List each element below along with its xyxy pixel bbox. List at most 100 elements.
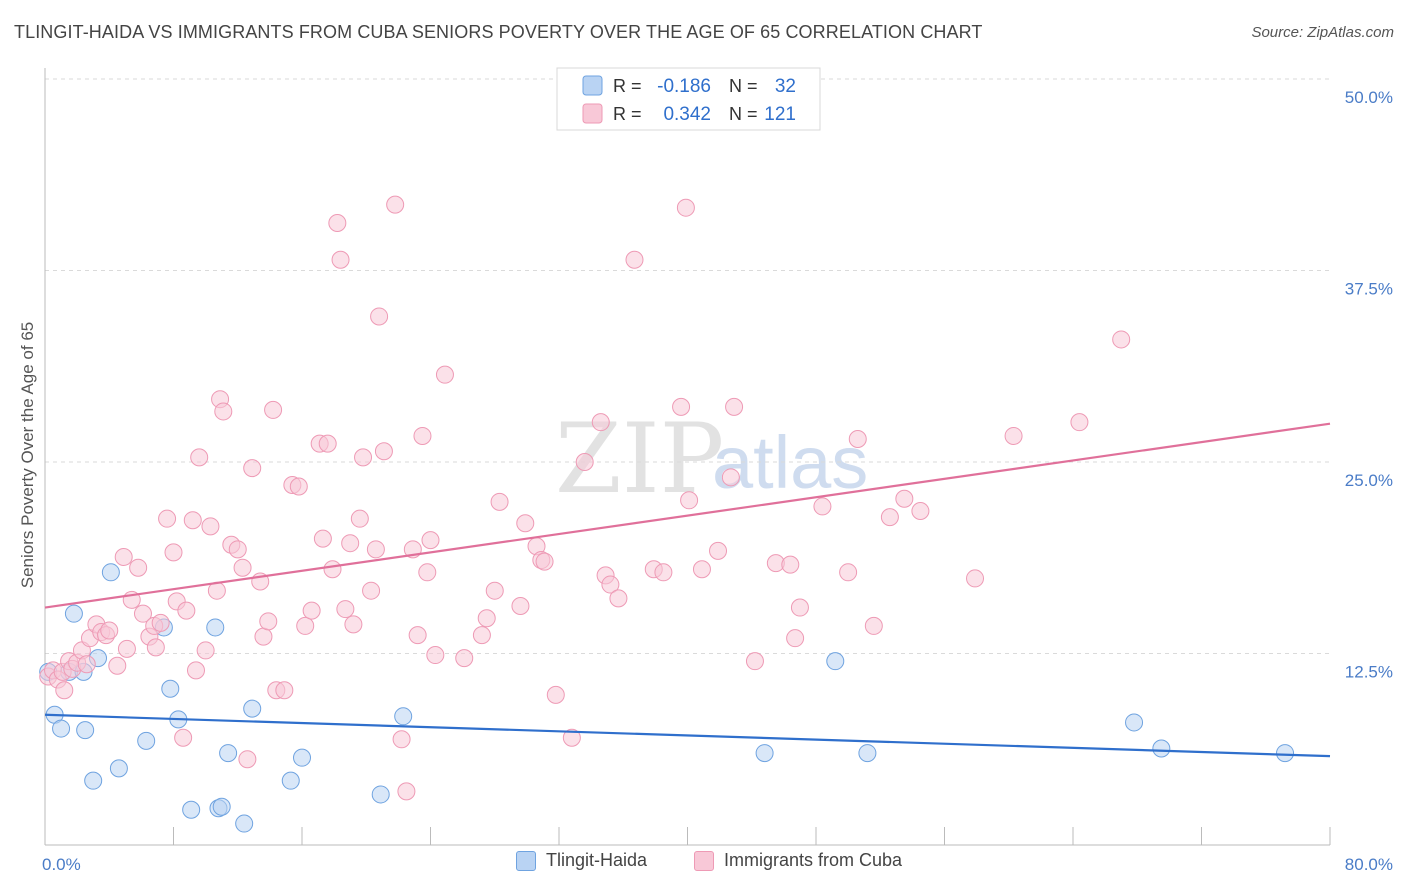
point-tlingit-haida bbox=[755, 744, 774, 763]
point-immigrants-from-cuba bbox=[609, 589, 628, 608]
point-immigrants-from-cuba bbox=[895, 489, 914, 508]
point-immigrants-from-cuba bbox=[654, 563, 673, 582]
point-immigrants-from-cuba bbox=[313, 529, 332, 548]
point-immigrants-from-cuba bbox=[259, 612, 278, 631]
point-immigrants-from-cuba bbox=[264, 400, 283, 419]
x-tick-label: 0.0% bbox=[42, 855, 81, 874]
point-tlingit-haida bbox=[1276, 744, 1295, 763]
point-tlingit-haida bbox=[1125, 713, 1144, 732]
point-immigrants-from-cuba bbox=[421, 531, 440, 550]
legend-swatch-blue bbox=[516, 850, 536, 871]
n-label: N = bbox=[729, 76, 758, 96]
trend-line-immigrants-from-cuba bbox=[44, 422, 1331, 609]
point-immigrants-from-cuba bbox=[354, 448, 373, 467]
y-tick-label: 25.0% bbox=[1345, 471, 1393, 490]
point-tlingit-haida bbox=[281, 771, 300, 790]
point-immigrants-from-cuba bbox=[839, 563, 858, 582]
point-immigrants-from-cuba bbox=[254, 627, 273, 646]
point-immigrants-from-cuba bbox=[177, 601, 196, 620]
point-immigrants-from-cuba bbox=[575, 453, 594, 471]
point-immigrants-from-cuba bbox=[472, 626, 491, 645]
point-immigrants-from-cuba bbox=[186, 661, 205, 680]
point-tlingit-haida bbox=[243, 699, 262, 718]
point-tlingit-haida bbox=[206, 618, 225, 637]
point-immigrants-from-cuba bbox=[562, 728, 581, 747]
point-immigrants-from-cuba bbox=[201, 517, 220, 536]
point-immigrants-from-cuba bbox=[1004, 426, 1023, 445]
n-label: N = bbox=[729, 104, 758, 124]
r-label: R = bbox=[613, 76, 642, 96]
point-immigrants-from-cuba bbox=[289, 477, 308, 496]
point-immigrants-from-cuba bbox=[366, 540, 385, 559]
point-immigrants-from-cuba bbox=[133, 604, 152, 623]
point-immigrants-from-cuba bbox=[692, 560, 711, 579]
point-immigrants-from-cuba bbox=[114, 547, 133, 566]
point-immigrants-from-cuba bbox=[158, 509, 177, 528]
point-immigrants-from-cuba bbox=[591, 413, 610, 432]
point-immigrants-from-cuba bbox=[214, 402, 233, 421]
point-immigrants-from-cuba bbox=[535, 552, 554, 571]
point-immigrants-from-cuba bbox=[485, 581, 504, 600]
point-tlingit-haida bbox=[64, 604, 83, 623]
bottom-legend: Tlingit-Haida Immigrants from Cuba bbox=[0, 850, 1406, 880]
legend-item-immigrants-from-cuba[interactable]: Immigrants from Cuba bbox=[694, 850, 902, 871]
point-tlingit-haida bbox=[182, 800, 201, 819]
point-immigrants-from-cuba bbox=[302, 601, 321, 620]
stats-swatch bbox=[582, 75, 603, 96]
point-immigrants-from-cuba bbox=[848, 430, 867, 449]
legend-swatch-pink bbox=[694, 850, 714, 871]
chart-title: TLINGIT-HAIDA VS IMMIGRANTS FROM CUBA SE… bbox=[14, 22, 983, 42]
point-immigrants-from-cuba bbox=[392, 730, 411, 749]
point-immigrants-from-cuba bbox=[408, 626, 427, 645]
legend-item-tlingit-haida[interactable]: Tlingit-Haida bbox=[516, 850, 647, 871]
n-value: 32 bbox=[775, 76, 796, 97]
point-immigrants-from-cuba bbox=[370, 307, 389, 326]
point-immigrants-from-cuba bbox=[418, 563, 437, 582]
point-immigrants-from-cuba bbox=[129, 558, 148, 577]
point-immigrants-from-cuba bbox=[911, 502, 930, 521]
point-immigrants-from-cuba bbox=[323, 560, 342, 579]
point-immigrants-from-cuba bbox=[745, 652, 764, 671]
point-immigrants-from-cuba bbox=[511, 597, 530, 616]
point-tlingit-haida bbox=[101, 563, 120, 582]
point-immigrants-from-cuba bbox=[183, 511, 202, 530]
point-immigrants-from-cuba bbox=[790, 598, 809, 617]
point-immigrants-from-cuba bbox=[233, 558, 252, 577]
point-immigrants-from-cuba bbox=[813, 497, 832, 516]
x-tick-label: 80.0% bbox=[1345, 855, 1393, 874]
n-value: 121 bbox=[764, 104, 796, 125]
stats-legend: R = -0.186 N = 32 R = 0.342 N = 121 bbox=[556, 67, 821, 131]
point-immigrants-from-cuba bbox=[725, 397, 744, 416]
data-points bbox=[39, 195, 1295, 833]
point-immigrants-from-cuba bbox=[174, 728, 193, 747]
point-tlingit-haida bbox=[1152, 739, 1171, 758]
legend-label-tlingit-haida: Tlingit-Haida bbox=[546, 850, 648, 870]
point-immigrants-from-cuba bbox=[341, 534, 360, 553]
point-tlingit-haida bbox=[212, 797, 231, 816]
point-immigrants-from-cuba bbox=[397, 782, 416, 801]
point-immigrants-from-cuba bbox=[601, 575, 620, 594]
point-immigrants-from-cuba bbox=[676, 198, 695, 217]
point-immigrants-from-cuba bbox=[362, 581, 381, 600]
point-immigrants-from-cuba bbox=[864, 616, 883, 635]
point-immigrants-from-cuba bbox=[721, 468, 740, 487]
point-immigrants-from-cuba bbox=[196, 641, 215, 660]
point-immigrants-from-cuba bbox=[781, 555, 800, 574]
point-immigrants-from-cuba bbox=[516, 514, 535, 533]
point-immigrants-from-cuba bbox=[680, 491, 699, 510]
point-immigrants-from-cuba bbox=[275, 681, 294, 700]
y-tick-label: 37.5% bbox=[1345, 280, 1393, 299]
point-tlingit-haida bbox=[293, 748, 311, 767]
point-tlingit-haida bbox=[76, 721, 95, 740]
point-immigrants-from-cuba bbox=[151, 613, 170, 632]
r-label: R = bbox=[613, 104, 642, 124]
point-immigrants-from-cuba bbox=[344, 615, 363, 634]
point-immigrants-from-cuba bbox=[190, 448, 209, 467]
point-immigrants-from-cuba bbox=[1070, 413, 1089, 432]
point-immigrants-from-cuba bbox=[228, 540, 247, 559]
tick-labels: 12.5% 25.0% 37.5% 50.0% 0.0% 80.0% bbox=[42, 88, 1393, 874]
point-immigrants-from-cuba bbox=[546, 685, 565, 704]
point-tlingit-haida bbox=[235, 814, 254, 833]
point-immigrants-from-cuba bbox=[117, 639, 136, 658]
